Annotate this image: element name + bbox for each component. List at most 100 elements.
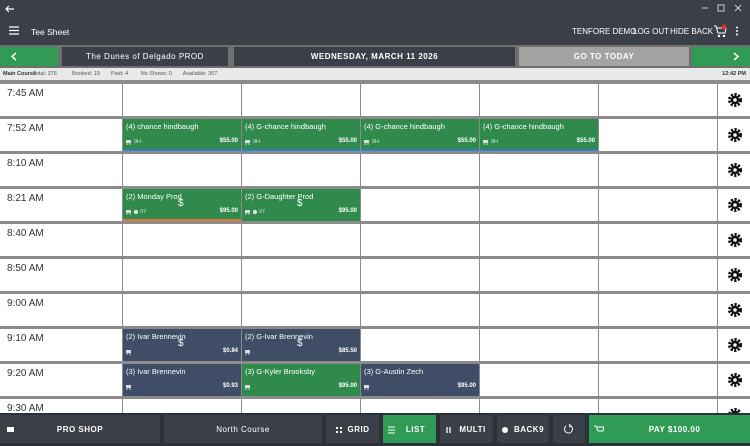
empty-slot[interactable] (123, 294, 241, 326)
empty-slot[interactable] (361, 154, 479, 186)
settings-icon[interactable] (727, 337, 743, 353)
grid-button[interactable]: GRID (326, 415, 379, 443)
empty-slot[interactable] (480, 294, 598, 326)
price: $55.00 (338, 138, 357, 144)
empty-slot[interactable] (242, 154, 360, 186)
empty-slot[interactable] (123, 84, 241, 116)
today-button[interactable]: GO TO TODAY (519, 47, 689, 66)
empty-slot[interactable] (599, 224, 717, 256)
time-cell[interactable] (0, 364, 122, 396)
tee-time-row: 9:00 AM (0, 294, 750, 326)
empty-slot[interactable] (480, 189, 598, 221)
course-toggle[interactable]: North Course (164, 415, 322, 443)
empty-slot[interactable] (123, 224, 241, 256)
stat-item: Total: 376 (33, 71, 57, 77)
booking[interactable]: (4) G-chance hindbaugh 9H $55.00 (242, 119, 360, 151)
empty-slot[interactable] (480, 84, 598, 116)
date-display[interactable]: WEDNESDAY, MARCH 11 2026 (234, 47, 515, 66)
empty-slot[interactable] (599, 329, 717, 361)
empty-slot[interactable] (123, 399, 241, 414)
back9-button[interactable]: BACK9 (497, 415, 549, 443)
empty-slot[interactable] (480, 224, 598, 256)
settings-icon[interactable] (727, 162, 743, 178)
next-day-button[interactable] (692, 47, 750, 66)
empty-slot[interactable] (480, 154, 598, 186)
empty-slot[interactable] (361, 329, 479, 361)
empty-slot[interactable] (480, 364, 598, 396)
booking[interactable]: (2) Ivar Brennevin $ $0.84 (123, 329, 241, 361)
time-cell[interactable] (0, 224, 122, 256)
time-cell[interactable] (0, 329, 122, 361)
window-controls[interactable] (700, 3, 746, 13)
list-button[interactable]: LIST (383, 415, 436, 443)
booking[interactable]: (2) Monday Prod $07 $95.00 (123, 189, 241, 221)
booking[interactable]: (2) G-Ivar Brennevin $ $85.50 (242, 329, 360, 361)
refresh-button[interactable] (553, 415, 585, 443)
booking[interactable]: (3) G-Kyler Brooksby $95.00 (242, 364, 360, 396)
booking[interactable]: (3) Ivar Brennevin $0.93 (123, 364, 241, 396)
empty-slot[interactable] (361, 84, 479, 116)
empty-slot[interactable] (480, 399, 598, 414)
empty-slot[interactable] (599, 84, 717, 116)
time-cell[interactable] (0, 154, 122, 186)
empty-slot[interactable] (599, 294, 717, 326)
empty-slot[interactable] (361, 189, 479, 221)
settings-icon[interactable] (727, 232, 743, 248)
empty-slot[interactable] (242, 399, 360, 414)
empty-slot[interactable] (123, 154, 241, 186)
time-cell[interactable] (0, 294, 122, 326)
time-cell[interactable] (0, 189, 122, 221)
empty-slot[interactable] (599, 189, 717, 221)
empty-slot[interactable] (242, 224, 360, 256)
empty-slot[interactable] (361, 399, 479, 414)
empty-slot[interactable] (361, 294, 479, 326)
holes: 07 (259, 209, 266, 215)
empty-slot[interactable] (361, 259, 479, 291)
booking[interactable]: (3) G-Austin Zech $95.00 (361, 364, 479, 396)
cart-icon[interactable] (713, 24, 727, 38)
pro-shop-button[interactable]: PRO SHOP (0, 415, 160, 443)
price: $0.84 (222, 348, 238, 354)
settings-icon[interactable] (727, 127, 743, 143)
empty-slot[interactable] (123, 259, 241, 291)
logout-link[interactable]: LOG OUT (633, 27, 670, 36)
empty-slot[interactable] (599, 399, 717, 414)
settings-icon[interactable] (727, 92, 743, 108)
pay-button[interactable]: PAY $100.00 (589, 415, 750, 443)
booking[interactable]: (2) G-Daughter Prod $07 $95.00 (242, 189, 360, 221)
tee-time-row: 8:21 AM (2) Monday Prod $07 $95.00 (2) G-Dau… (0, 189, 750, 221)
settings-icon[interactable] (727, 302, 743, 318)
tee-time: 9:10 AM (7, 333, 44, 344)
empty-slot[interactable] (480, 259, 598, 291)
hide-back-link[interactable]: HIDE BACK (670, 27, 714, 36)
empty-slot[interactable] (599, 364, 717, 396)
empty-slot[interactable] (242, 259, 360, 291)
clock: 12:42 PM (722, 71, 746, 77)
time-cell[interactable] (0, 399, 122, 414)
settings-cell[interactable] (718, 399, 750, 414)
settings-icon[interactable] (727, 372, 743, 388)
course-selector[interactable]: The Dunes of Delgado PROD (62, 47, 228, 66)
time-cell[interactable] (0, 119, 122, 151)
booking[interactable]: (4) G-chance hindbaugh 9H $55.00 (480, 119, 598, 151)
empty-slot[interactable] (599, 259, 717, 291)
pay-icon (594, 425, 604, 432)
settings-icon[interactable] (727, 197, 743, 213)
tee-sheet-grid: 7:45 AM 7:52 AM (4) chance hindbaugh 9H $55.… (0, 84, 750, 414)
booking[interactable]: (4) chance hindbaugh 9H $55.00 (123, 119, 241, 151)
settings-icon[interactable] (727, 267, 743, 283)
more-icon[interactable] (735, 26, 739, 36)
empty-slot[interactable] (361, 224, 479, 256)
empty-slot[interactable] (242, 84, 360, 116)
empty-slot[interactable] (599, 154, 717, 186)
empty-slot[interactable] (599, 119, 717, 151)
empty-slot[interactable] (480, 329, 598, 361)
empty-slot[interactable] (242, 294, 360, 326)
menu-icon[interactable] (9, 26, 19, 35)
time-cell[interactable] (0, 84, 122, 116)
time-cell[interactable] (0, 259, 122, 291)
back-arrow[interactable] (4, 3, 16, 15)
booking[interactable]: (4) G-chance hindbaugh 9H $55.00 (361, 119, 479, 151)
prev-day-button[interactable] (0, 47, 58, 66)
multi-button[interactable]: MULTI (440, 415, 493, 443)
